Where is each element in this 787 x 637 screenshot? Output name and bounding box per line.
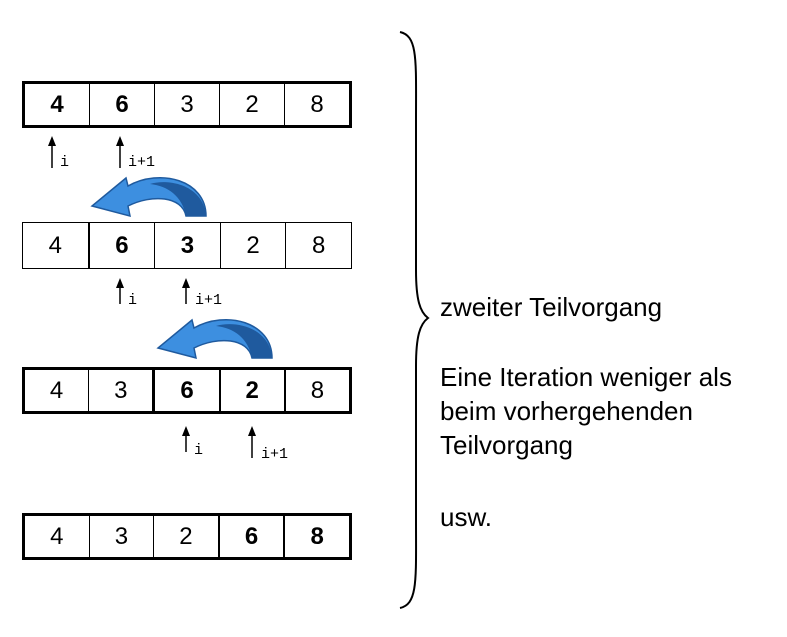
- description-line-3: Teilvorgang: [440, 430, 573, 460]
- array-cell: 6: [88, 223, 156, 268]
- array-cell: 8: [310, 90, 324, 118]
- pointer-arrow-i1-row3: [248, 426, 256, 458]
- pointer-label-i-plus-1: i+1: [261, 446, 289, 463]
- curly-brace: [399, 31, 430, 609]
- array-cell: 4: [25, 84, 90, 125]
- array-cell: 6: [220, 516, 286, 557]
- array-cell: 4: [25, 516, 90, 557]
- array-cell: 3: [155, 223, 221, 268]
- array-cell: 4: [25, 370, 90, 411]
- array-cell: 3: [90, 516, 155, 557]
- pointer-label-i: i: [60, 154, 70, 171]
- array-cell: 6: [153, 370, 221, 411]
- pointer-arrow-i-row3: [182, 426, 190, 452]
- pointer-label-i-plus-1: i+1: [128, 154, 156, 171]
- array-cell: 3: [155, 84, 220, 125]
- pointer-arrow-i1-row1: [116, 136, 124, 168]
- array-cell: 3: [89, 370, 154, 411]
- array-cell: 6: [90, 84, 155, 125]
- array-cell: 8: [310, 376, 325, 404]
- pointer-label-i: i: [128, 292, 138, 309]
- pointer-arrow-i1-row2: [182, 278, 190, 304]
- description-line-1: Eine Iteration weniger als: [440, 362, 732, 392]
- array-row-3: 4 3 6 2 8: [22, 367, 352, 414]
- description-line-2: beim vorhergehenden: [440, 396, 693, 426]
- array-cell: 8: [311, 231, 326, 259]
- array-row-1: 4 6 3 2 8: [22, 81, 352, 128]
- heading-text: zweiter Teilvorgang: [440, 292, 663, 322]
- array-cell: 2: [221, 370, 286, 411]
- array-cell: 4: [23, 223, 89, 268]
- array-row-2: 4 6 3 2 8: [22, 222, 352, 269]
- etc-text: usw.: [440, 502, 493, 532]
- pointer-arrow-i-row2: [116, 278, 124, 304]
- pointer-arrow-i-row1: [48, 136, 56, 168]
- array-cell: 2: [221, 223, 287, 268]
- pointer-label-i-plus-1: i+1: [195, 292, 223, 309]
- array-cell: 8: [310, 522, 324, 550]
- swap-arrow-2: [156, 318, 273, 360]
- array-row-4: 4 3 2 6 8: [22, 513, 352, 560]
- array-cell: 2: [220, 84, 285, 125]
- array-cell: 2: [154, 516, 220, 557]
- pointer-label-i: i: [194, 442, 204, 459]
- swap-arrow-1: [90, 176, 207, 218]
